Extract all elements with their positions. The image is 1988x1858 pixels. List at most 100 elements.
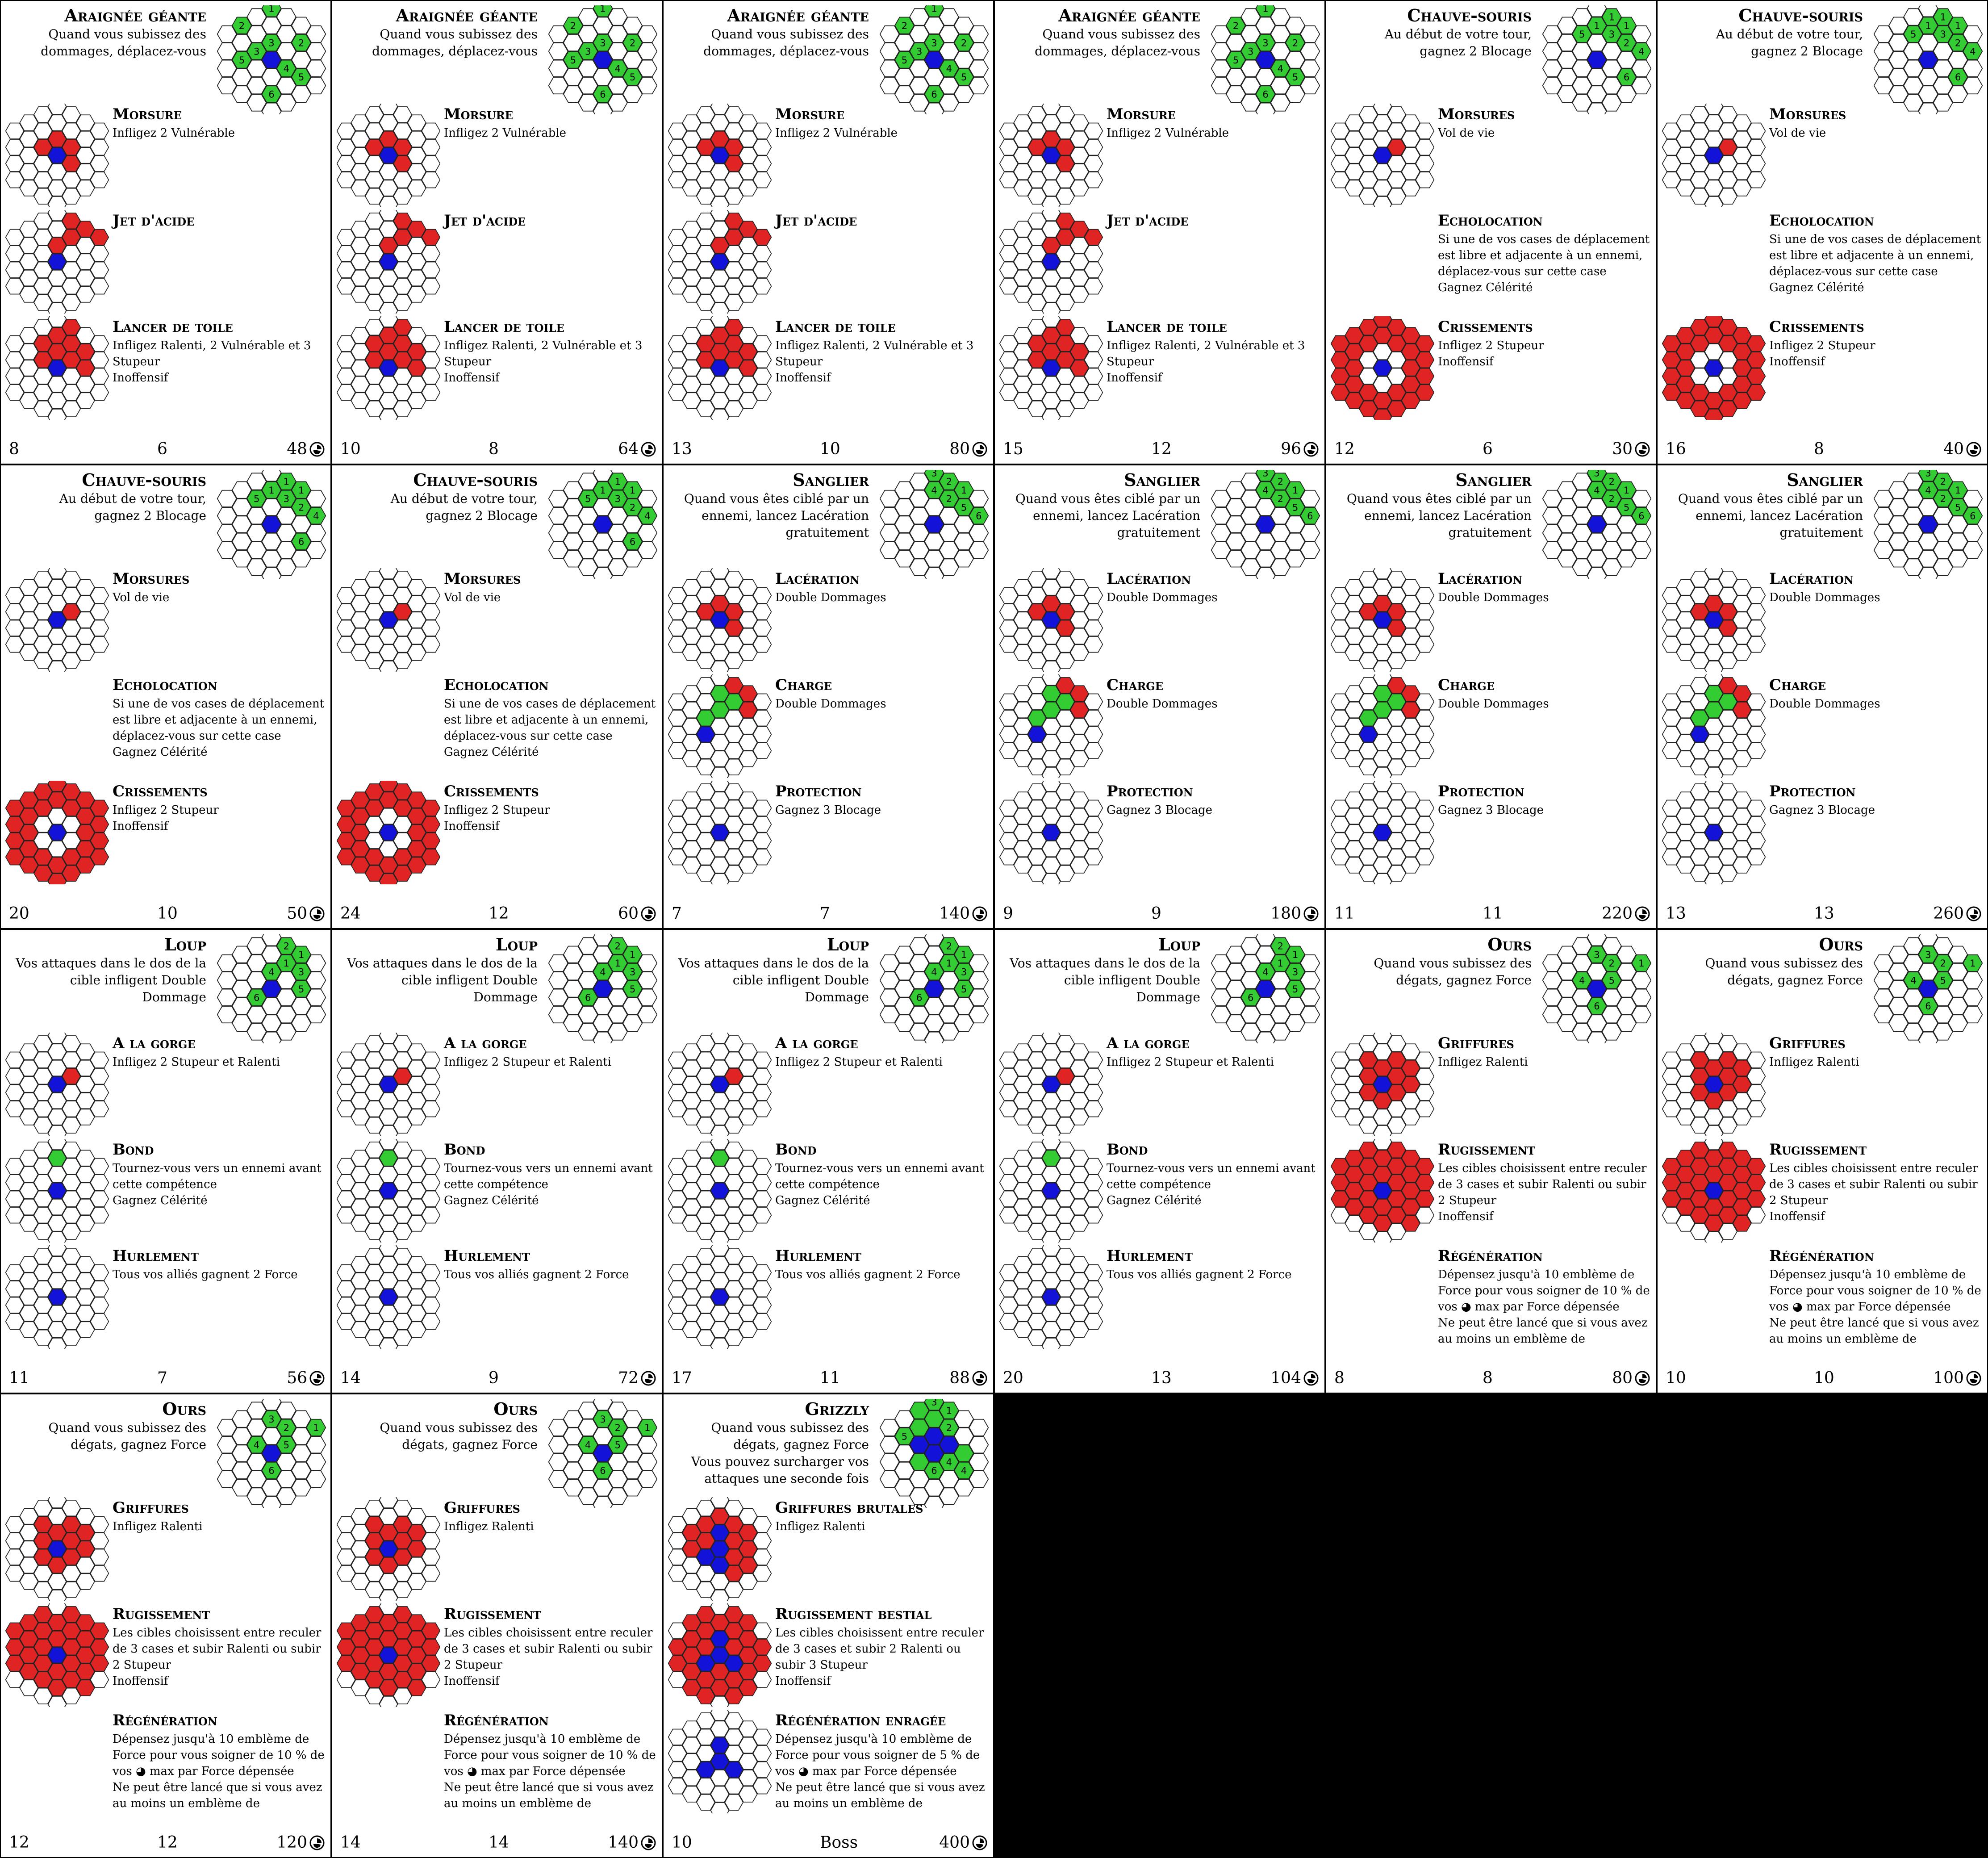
monster-card[interactable]: Sanglier Quand vous êtes ciblé par un enn… xyxy=(994,464,1325,929)
hex-cell xyxy=(1718,1223,1738,1240)
hex-cell xyxy=(379,568,398,579)
gold-reward: 400 xyxy=(939,1833,988,1852)
hex-cell xyxy=(939,94,959,112)
hex-cell xyxy=(75,1305,95,1322)
hex-cell xyxy=(578,541,598,559)
hex-cell xyxy=(1662,799,1681,816)
hex-cell xyxy=(954,997,974,1015)
hex-cell xyxy=(1084,384,1103,401)
hex-cell xyxy=(1704,781,1724,792)
hex-cell xyxy=(1718,400,1738,417)
health-stat: 16 xyxy=(1666,440,1686,458)
hex-cell xyxy=(738,360,758,377)
hex-cell xyxy=(1358,1084,1378,1101)
hex-cell xyxy=(1401,808,1420,825)
monster-card[interactable]: Chauve-souris Au début de votre tour, gag… xyxy=(0,464,331,929)
monster-card[interactable]: Ours Quand vous subissez des dégats, gagn… xyxy=(1325,929,1657,1394)
hex-cell xyxy=(1056,245,1075,262)
hex-cell xyxy=(1933,59,1953,77)
monster-card[interactable]: Loup Vos attaques dans le dos de la cible… xyxy=(331,929,663,1394)
hex-cell xyxy=(1690,587,1709,604)
hex-cell xyxy=(337,139,356,156)
hex-cell xyxy=(364,294,384,311)
hex-cell xyxy=(1746,1084,1766,1101)
hex-cell xyxy=(19,1182,39,1199)
hex-cell xyxy=(622,532,643,550)
skill-description: Tous vos alliés gagnent 2 Force xyxy=(444,1268,629,1281)
monster-card[interactable]: Araignée géante Quand vous subissez des d… xyxy=(994,0,1325,464)
hex-cell xyxy=(710,196,730,207)
hex-cell xyxy=(351,1679,370,1696)
hex-cell xyxy=(724,1581,744,1598)
hex-cell xyxy=(710,1256,730,1273)
monster-card[interactable]: Chauve-souris Au début de votre tour, gag… xyxy=(331,464,663,929)
monster-card[interactable]: Chauve-souris Au début de votre tour, gag… xyxy=(1657,0,1988,464)
hex-cell xyxy=(1041,781,1061,792)
hex-cell xyxy=(351,857,370,874)
skill-name: Bond xyxy=(444,1141,485,1159)
hex-cell xyxy=(306,77,326,95)
hex-cell xyxy=(276,490,297,507)
hex-cell xyxy=(1387,571,1407,588)
hex-cell xyxy=(710,1769,730,1787)
hex-cell xyxy=(407,1289,426,1306)
hex-cell xyxy=(407,1043,426,1060)
monster-card[interactable]: Sanglier Quand vous êtes ciblé par un enn… xyxy=(663,464,994,929)
hex-cell xyxy=(1255,1014,1276,1032)
monster-card[interactable]: Chauve-souris Au début de votre tour, gag… xyxy=(1325,0,1657,464)
hex-cell xyxy=(47,130,67,148)
monster-card[interactable]: Araignée géante Quand vous subissez des d… xyxy=(663,0,994,464)
monster-card[interactable]: Ours Quand vous subissez des dégats, gagn… xyxy=(1657,929,1988,1394)
skill-description: Double Dommages xyxy=(775,591,886,604)
hex-cell xyxy=(62,1532,81,1549)
hex-cell xyxy=(1401,718,1420,735)
hex-cell xyxy=(1041,1321,1061,1338)
hex-cell xyxy=(62,1051,81,1068)
hex-cell xyxy=(1704,1150,1724,1167)
hex-cell xyxy=(939,490,959,507)
hex-cell xyxy=(1903,558,1924,576)
hex-cell xyxy=(291,1479,312,1497)
hex-cell xyxy=(351,1043,370,1060)
hex-cell xyxy=(1387,139,1407,156)
hex-cell xyxy=(47,1215,67,1232)
hex-cell xyxy=(351,628,370,645)
monster-card[interactable]: Ours Quand vous subissez des dégats, gagn… xyxy=(0,1394,331,1858)
hex-cell xyxy=(1056,294,1075,311)
hex-cell xyxy=(1270,59,1291,77)
monster-card[interactable]: Loup Vos attaques dans le dos de la cible… xyxy=(0,929,331,1394)
hex-cell xyxy=(75,840,95,858)
hex-cell xyxy=(1587,980,1607,998)
hex-cell xyxy=(1027,1158,1047,1175)
hex-cell xyxy=(1631,507,1651,525)
hex-cell xyxy=(261,5,282,17)
move-cost-label: 4 xyxy=(284,63,289,74)
move-cost-label: 2 xyxy=(1278,476,1283,487)
hex-cell xyxy=(710,316,730,327)
hex-cell xyxy=(999,603,1019,620)
hex-cell xyxy=(337,816,356,833)
monster-card[interactable]: Araignée géante Quand vous subissez des d… xyxy=(0,0,331,464)
hex-cell xyxy=(421,172,440,188)
hex-cell xyxy=(246,94,267,112)
hex-cell xyxy=(668,742,687,759)
hex-cell xyxy=(364,155,384,172)
hex-cell xyxy=(33,229,53,246)
monster-card[interactable]: Sanglier Quand vous êtes ciblé par un enn… xyxy=(1325,464,1657,929)
skill-description: Infligez 2 Stupeur et Ralenti xyxy=(444,1055,611,1069)
monster-card[interactable]: Araignée géante Quand vous subissez des d… xyxy=(331,0,663,464)
hex-cell xyxy=(1358,122,1378,139)
hex-cell xyxy=(379,791,398,808)
hex-cell xyxy=(682,1786,702,1803)
hex-cell xyxy=(1888,498,1909,516)
hex-cell xyxy=(1240,25,1261,43)
monster-card[interactable]: Loup Vos attaques dans le dos de la cible… xyxy=(663,929,994,1394)
monster-card[interactable]: Loup Vos attaques dans le dos de la cible… xyxy=(994,929,1325,1394)
move-cost-label: 5 xyxy=(1624,502,1629,513)
monster-card[interactable]: Sanglier Quand vous êtes ciblé par un enn… xyxy=(1657,464,1988,929)
hex-cell xyxy=(880,77,900,95)
hex-cell xyxy=(1373,840,1392,858)
monster-card[interactable]: Grizzly Quand vous subissez des dégats, g… xyxy=(663,1394,994,1858)
monster-card[interactable]: Ours Quand vous subissez des dégats, gagn… xyxy=(331,1394,663,1858)
